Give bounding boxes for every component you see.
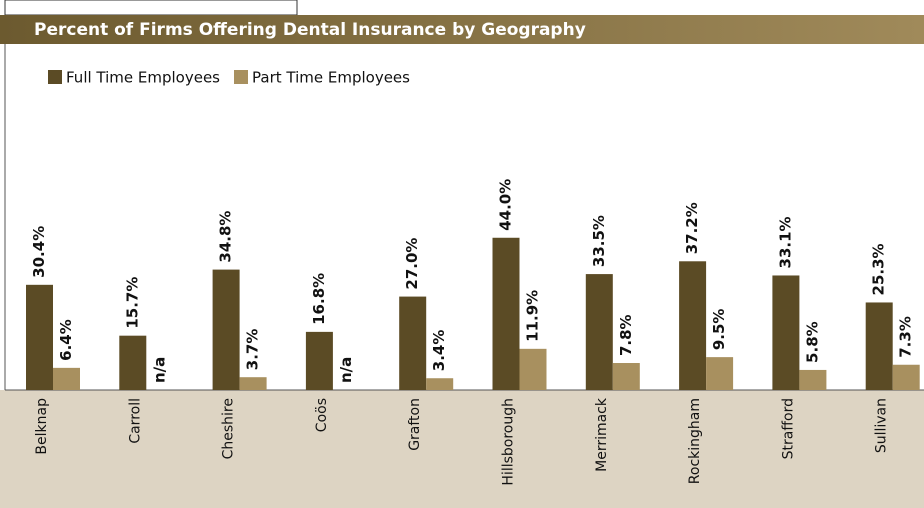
legend-label: Full Time Employees [66,69,220,87]
bar [772,275,800,390]
title-bar [0,15,924,44]
chart-title: Percent of Firms Offering Dental Insuran… [34,20,586,40]
x-tick-label: Cheshire [221,398,237,459]
bar [799,369,827,390]
value-label: 3.7% [244,329,262,371]
value-label: 6.4% [57,319,75,361]
bar [492,237,520,390]
value-label: 37.2% [683,202,701,254]
bar [865,302,893,390]
value-label: n/a [337,357,355,383]
value-label: 25.3% [870,243,888,295]
bar [399,296,427,390]
x-tick-label: Strafford [780,398,796,459]
bar [679,261,707,390]
value-label: 34.8% [217,211,235,263]
x-tick-label: Merrimack [594,397,610,472]
value-label: 9.5% [710,309,728,351]
bar [426,378,454,390]
bar [239,377,267,390]
value-label: 27.0% [403,238,421,290]
x-tick-label: Belknap [34,398,50,455]
bar [212,269,240,390]
value-label: n/a [150,357,168,383]
x-tick-label: Rockingham [687,398,703,484]
x-tick-label: Hillsborough [501,398,517,486]
value-label: 16.8% [310,273,328,325]
bar [519,348,547,390]
x-tick-label: Carroll [127,398,143,444]
axis-area [0,390,924,508]
value-label: 30.4% [30,226,48,278]
bar [119,335,147,390]
value-label: 5.8% [803,321,821,363]
value-label: 7.8% [617,314,635,356]
legend-label: Part Time Employees [252,69,410,87]
bar [612,363,640,390]
bar [706,357,734,390]
bar [53,367,80,390]
value-label: 33.1% [776,216,794,268]
value-label: 11.9% [524,290,542,342]
bar [892,364,920,390]
x-tick-label: Sullivan [874,398,890,453]
x-tick-label: Grafton [407,398,423,451]
legend-swatch [48,70,62,84]
bar [26,284,53,390]
x-tick-label: Coös [314,398,330,432]
value-label: 15.7% [123,277,141,329]
value-label: 33.5% [590,215,608,267]
legend-swatch [234,70,248,84]
bar [585,274,613,390]
value-label: 44.0% [497,179,515,231]
bar [305,331,333,390]
top-box [4,0,298,16]
value-label: 3.4% [430,330,448,372]
value-label: 7.3% [897,316,915,358]
